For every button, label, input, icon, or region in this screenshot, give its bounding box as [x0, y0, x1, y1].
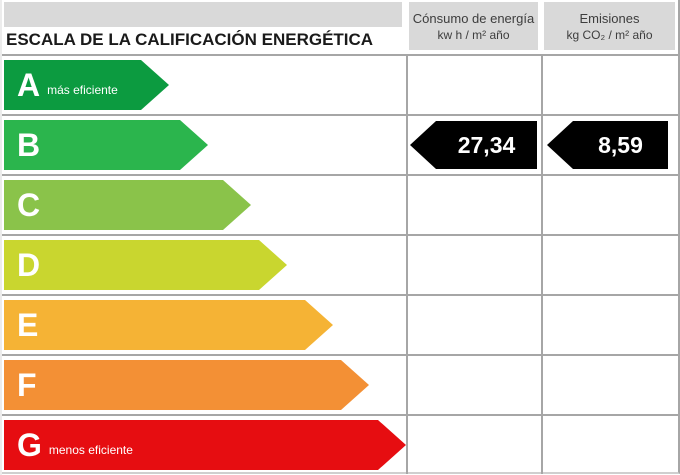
emisiones-value-arrow: 8,59 [547, 121, 668, 169]
consumo-value: 27,34 [457, 131, 516, 158]
scale-cell-b: B [2, 114, 406, 174]
rating-letter-d: D [17, 247, 41, 283]
rating-arrow-g: G menos eficiente [4, 420, 406, 470]
emisiones-cell-f [541, 354, 678, 414]
rating-arrow-a: A más eficiente [4, 60, 169, 110]
emisiones-header-line2: kg CO₂ / m² año [566, 27, 653, 42]
rating-letter-c: C [17, 187, 41, 223]
rating-arrow-b: B [4, 120, 208, 170]
rating-letter-f: F [17, 367, 37, 403]
column-header-emisiones: Emisiones kg CO₂ / m² año [544, 2, 675, 50]
rating-letter-g: G [17, 427, 42, 463]
emisiones-cell-c [541, 174, 678, 234]
rating-arrow-d: D [4, 240, 287, 290]
emisiones-cell-d [541, 234, 678, 294]
least-efficient-label: menos eficiente [48, 443, 133, 457]
consumo-cell-b: 27,34 [406, 114, 541, 174]
rating-letter-e: E [17, 307, 39, 343]
scale-cell-c: C [2, 174, 406, 234]
emisiones-value: 8,59 [598, 131, 643, 158]
page-title: ESCALA DE LA CALIFICACIÓN ENERGÉTICA [6, 30, 374, 49]
emisiones-cell-b: 8,59 [541, 114, 678, 174]
emisiones-cell-a [541, 54, 678, 114]
scale-cell-d: D [2, 234, 406, 294]
consumo-header-line1: Cónsumo de energía [412, 10, 535, 26]
rating-letter-b: B [17, 127, 41, 163]
consumo-cell-a [406, 54, 541, 114]
emisiones-cell-g [541, 414, 678, 474]
consumo-cell-f [406, 354, 541, 414]
consumo-cell-c [406, 174, 541, 234]
most-efficient-label: más eficiente [47, 83, 118, 97]
consumo-cell-e [406, 294, 541, 354]
scale-cell-g: G menos eficiente [2, 414, 406, 474]
consumo-cell-g [406, 414, 541, 474]
rating-arrow-e: E [4, 300, 333, 350]
consumo-header-line2: kw h / m² año [437, 27, 510, 42]
header-gray-strip [4, 2, 402, 27]
emisiones-header-line1: Emisiones [579, 10, 640, 26]
column-header-consumo: Cónsumo de energía kw h / m² año [409, 2, 538, 50]
consumo-value-arrow: 27,34 [410, 121, 537, 169]
scale-cell-a: A más eficiente [2, 54, 406, 114]
scale-cell-f: F [2, 354, 406, 414]
rating-letter-a: A [17, 67, 41, 103]
table-header-left: ESCALA DE LA CALIFICACIÓN ENERGÉTICA [2, 0, 406, 54]
rating-arrow-f: F [4, 360, 369, 410]
rating-arrow-c: C [4, 180, 251, 230]
emisiones-cell-e [541, 294, 678, 354]
scale-cell-e: E [2, 294, 406, 354]
consumo-cell-d [406, 234, 541, 294]
